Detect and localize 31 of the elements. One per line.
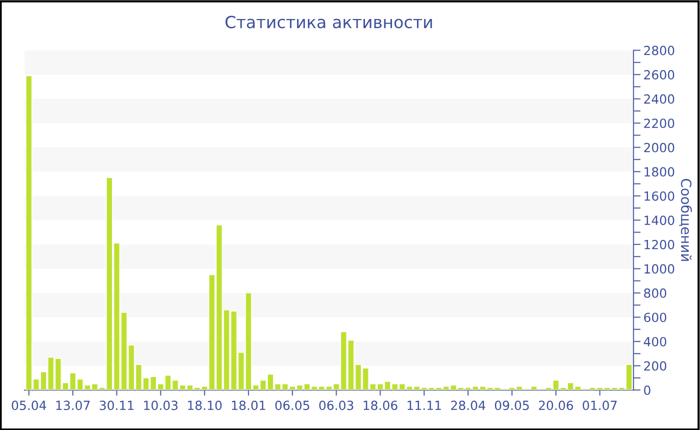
y-tick-label: 1200 bbox=[644, 240, 674, 250]
y-tick-label: 2000 bbox=[644, 142, 674, 152]
y-tick-label: 0 bbox=[644, 385, 650, 395]
x-tick-label: 06.03 bbox=[319, 400, 354, 410]
x-tick-label: 10.03 bbox=[144, 400, 178, 410]
y-tick-label: 800 bbox=[644, 288, 666, 298]
y-tick-label: 2800 bbox=[644, 46, 674, 56]
x-tick-label: 28.04 bbox=[451, 400, 486, 410]
x-tick-label: 06.05 bbox=[275, 400, 310, 410]
y-tick-label: 2600 bbox=[644, 70, 674, 80]
chart-title: Статистика активности bbox=[226, 16, 432, 28]
x-tick-label: 13.07 bbox=[56, 400, 90, 410]
x-tick-label: 09.05 bbox=[494, 400, 529, 410]
y-tick-label: 400 bbox=[644, 336, 666, 346]
x-tick-label: 01.07 bbox=[582, 400, 617, 410]
x-tick-label: 18.10 bbox=[188, 400, 222, 410]
y-tick-label: 2200 bbox=[644, 118, 674, 128]
y-tick-label: 200 bbox=[644, 361, 666, 371]
x-tick-label: 05.04 bbox=[12, 400, 46, 410]
y-tick-label: 1600 bbox=[644, 191, 674, 201]
y-tick-label: 2400 bbox=[644, 94, 674, 104]
x-tick-label: 20.06 bbox=[538, 400, 574, 410]
y-tick-label: 1400 bbox=[644, 216, 674, 226]
x-tick-label: 30.11 bbox=[100, 400, 134, 410]
y-tick-label: 600 bbox=[644, 312, 666, 322]
x-tick-label: 18.01 bbox=[232, 400, 266, 410]
y-axis-title: Сообщений bbox=[679, 178, 692, 261]
y-tick-label: 1000 bbox=[644, 264, 674, 274]
y-tick-label: 1800 bbox=[644, 167, 674, 177]
x-tick-label: 11.11 bbox=[408, 400, 441, 410]
x-tick-label: 18.06 bbox=[364, 400, 398, 410]
